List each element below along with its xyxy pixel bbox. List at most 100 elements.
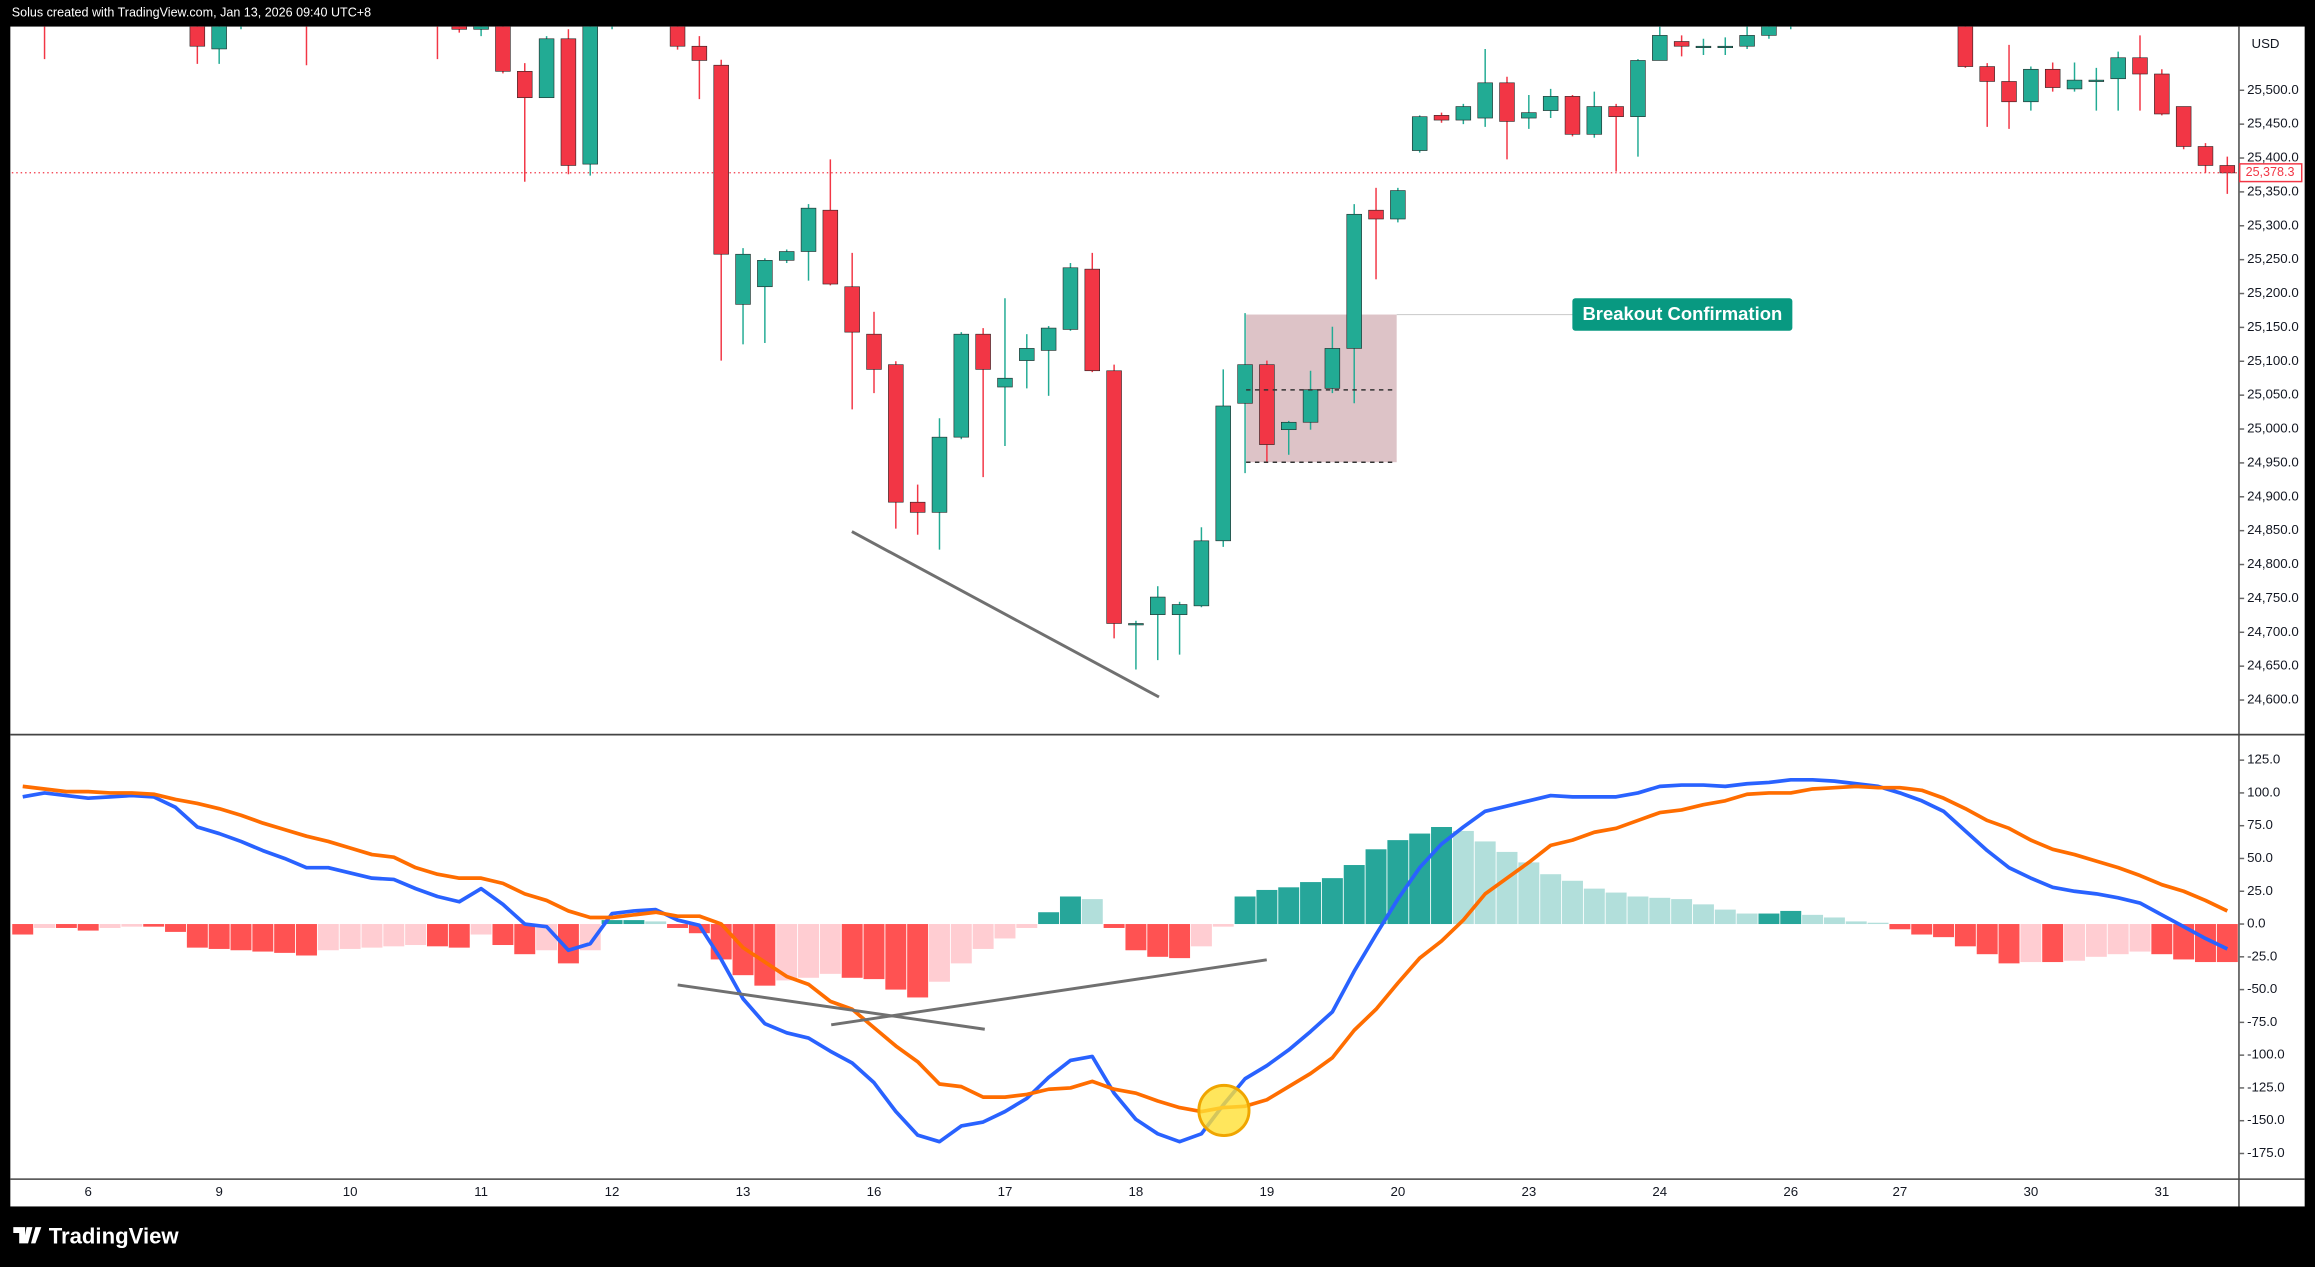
histogram-bar (1954, 924, 1976, 947)
candle-body (713, 64, 729, 255)
brand-text: TradingView (49, 1223, 180, 1248)
histogram-bar (1343, 865, 1365, 925)
histogram-bar (2107, 924, 2129, 955)
x-tick-label: 11 (474, 1184, 488, 1199)
x-tick-label: 13 (736, 1184, 751, 1199)
histogram-bar (1889, 924, 1911, 930)
histogram-bar (252, 924, 274, 952)
price-pane (11, 26, 2239, 670)
histogram-bar (1081, 899, 1103, 925)
candle-body (757, 260, 773, 288)
histogram-bar (885, 924, 907, 990)
candle-body (800, 207, 817, 252)
candle-body (866, 333, 882, 370)
histogram-bar (448, 924, 470, 948)
x-tick-label: 26 (1783, 1184, 1798, 1199)
candle-body (669, 26, 686, 47)
histogram-bar (1038, 912, 1060, 925)
candle-body (1630, 60, 1646, 117)
candle-body (1062, 267, 1079, 330)
histogram-bar (950, 924, 972, 964)
x-tick-label: 30 (2023, 1184, 2038, 1199)
candle-body (1455, 106, 1472, 121)
candle-body (189, 26, 206, 47)
candle-body (1521, 112, 1537, 119)
histogram-bar (1605, 892, 1627, 925)
trend-line (677, 983, 985, 1031)
candle-body (909, 501, 926, 513)
histogram-bar (1671, 899, 1693, 925)
histogram-bar (230, 924, 252, 951)
x-tick-label: 19 (1260, 1184, 1275, 1199)
y-tick-label: -125.0 (2247, 1079, 2285, 1094)
candle-body (1302, 389, 1319, 423)
candle-body (2219, 165, 2236, 174)
candle-body (1106, 370, 1122, 624)
y-tick-label: 100.0 (2247, 784, 2280, 799)
candle-body (1324, 348, 1341, 389)
x-tick-label: 10 (343, 1184, 358, 1199)
histogram-bar (426, 924, 448, 947)
histogram-bar (34, 924, 56, 928)
candle-body (1411, 116, 1428, 151)
histogram-bar (77, 924, 99, 931)
y-tick-label: 25,450.0 (2247, 116, 2299, 131)
highlight-circle (1197, 1083, 1251, 1138)
footer-logo: TradingView (13, 1223, 179, 1248)
candle-body (735, 253, 751, 305)
histogram-bar (1387, 840, 1409, 925)
histogram-bar (907, 924, 929, 998)
candle-body (1390, 190, 1406, 220)
histogram-bar (361, 924, 383, 948)
histogram-bar (601, 920, 623, 925)
histogram-bar (492, 924, 514, 946)
candle-body (1237, 364, 1253, 404)
histogram-bar (1998, 924, 2020, 964)
histogram-bar (339, 924, 361, 949)
histogram-bar (1802, 914, 1824, 925)
histogram-bar (2151, 924, 2173, 955)
candle-body (1346, 213, 1362, 349)
candle-body (1040, 327, 1057, 351)
histogram-bar (405, 924, 427, 946)
histogram-bar (143, 924, 165, 927)
histogram-bar (99, 924, 121, 928)
candle-body (1433, 115, 1450, 121)
histogram-bar (841, 924, 863, 978)
candle-body (2110, 57, 2126, 80)
histogram-bar (274, 924, 296, 953)
y-tick-label: -75.0 (2247, 1014, 2277, 1029)
x-tick-label: 12 (605, 1184, 620, 1199)
histogram-bar (208, 924, 230, 949)
candle-body (1695, 45, 1712, 49)
candle-body (2132, 57, 2148, 75)
last-price-label: 25,378.3 (2246, 165, 2295, 179)
candle-body (2066, 79, 2083, 90)
y-tick-label: -25.0 (2247, 948, 2277, 963)
histogram-bar (1212, 924, 1234, 927)
candle-body (1499, 82, 1515, 122)
histogram-bar (1256, 889, 1278, 925)
candle-body (1171, 604, 1188, 615)
candle-body (975, 333, 991, 370)
histogram-bar (1736, 913, 1758, 925)
currency-label: USD (2252, 36, 2280, 51)
histogram-bar (1365, 849, 1387, 925)
histogram-bar (1016, 924, 1038, 928)
candle-body (2001, 81, 2017, 103)
y-tick-label: 25,000.0 (2247, 421, 2299, 436)
candle-body (1368, 209, 1384, 220)
y-tick-label: 25,200.0 (2247, 285, 2299, 300)
candle-body (931, 436, 948, 513)
histogram-bar (186, 924, 208, 948)
histogram-bar (12, 924, 34, 935)
candle-body (2175, 106, 2192, 147)
candle-body (1652, 35, 1668, 61)
histogram-bar (557, 924, 579, 964)
x-tick-label: 20 (1390, 1184, 1405, 1199)
histogram-bar (1169, 924, 1191, 959)
histogram-bar (1103, 924, 1125, 928)
candle-body (1739, 35, 1755, 47)
